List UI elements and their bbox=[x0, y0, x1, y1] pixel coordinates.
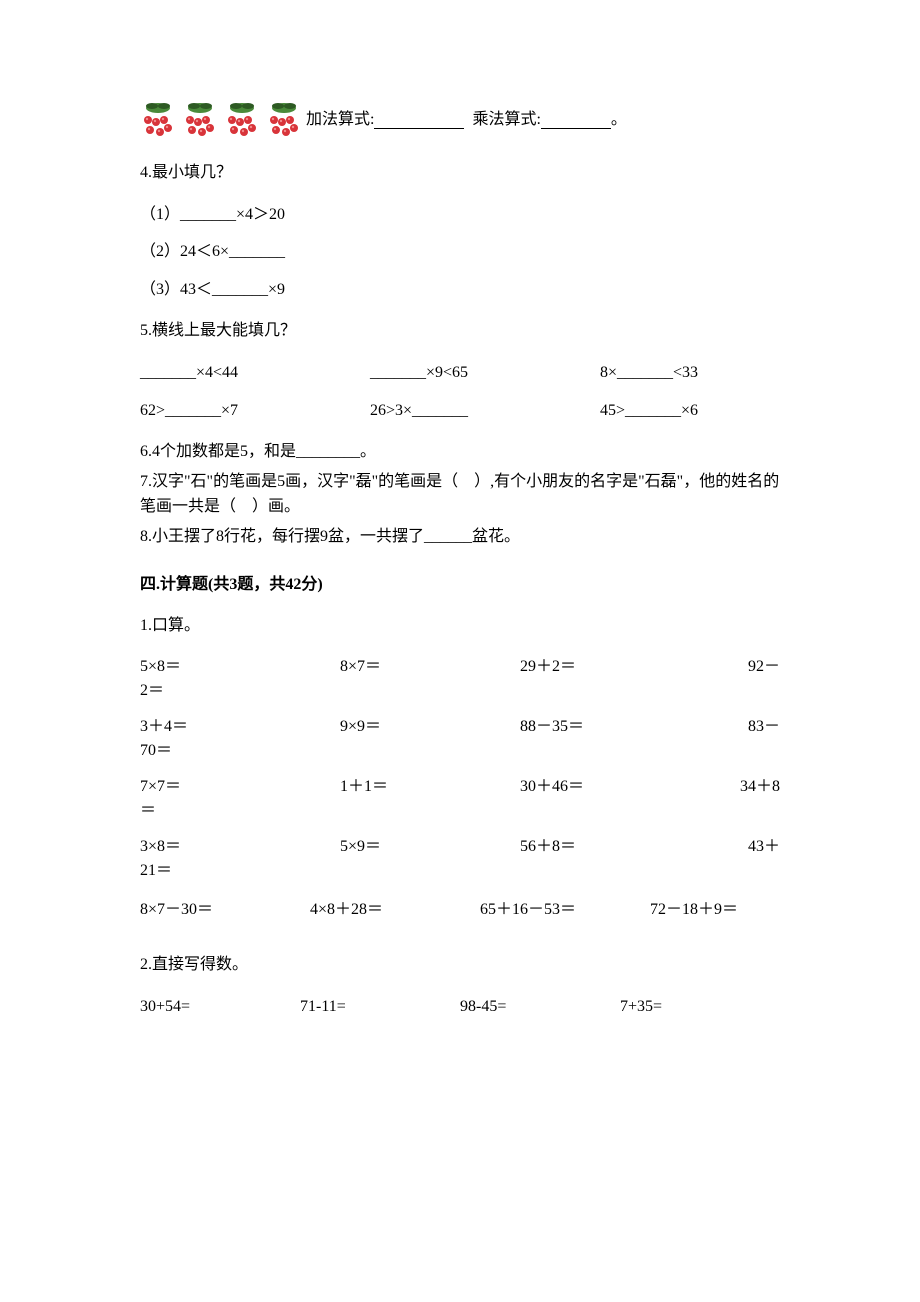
calc-cell: 3×8＝ bbox=[140, 835, 340, 859]
q5-row1: _______×4<44 _______×9<65 8×_______<33 bbox=[140, 360, 780, 386]
calc-cell: 92－ bbox=[700, 655, 780, 679]
calc-wrap: ＝ bbox=[140, 799, 780, 823]
q5-r1c1: _______×4<44 bbox=[140, 360, 370, 386]
calc-cell: 34＋8 bbox=[700, 775, 780, 799]
cherry-cluster-icon bbox=[140, 100, 176, 140]
calc-cell: 3＋4＝ bbox=[140, 715, 340, 739]
calc-cell: 30＋46＝ bbox=[520, 775, 700, 799]
calc-cell: 43＋ bbox=[700, 835, 780, 859]
s4-p2-row: 30+54= 71-11= 98-45= 7+35= bbox=[140, 994, 780, 1020]
calc-cell: 65＋16－53＝ bbox=[480, 897, 650, 923]
q3-period: 。 bbox=[611, 107, 627, 133]
calc-cell: 30+54= bbox=[140, 994, 300, 1020]
q5-r1c3: 8×_______<33 bbox=[600, 360, 780, 386]
calc-cell: 5×9＝ bbox=[340, 835, 520, 859]
calc-wrap: 70＝ bbox=[140, 739, 780, 763]
q4-item-3: （3）43＜_______×9 bbox=[140, 277, 780, 303]
q3-mul-blank bbox=[541, 112, 611, 129]
q5-title: 5.横线上最大能填几？ bbox=[140, 318, 780, 344]
calc-cell: 83－ bbox=[700, 715, 780, 739]
s4-p1-title: 1.口算。 bbox=[140, 613, 780, 639]
calc-wrap: 21＝ bbox=[140, 859, 780, 883]
s4-p1-rows: 5×8＝ 8×7＝ 29＋2＝ 92－ 2＝ 3＋4＝ 9×9＝ 88－35＝ … bbox=[140, 655, 780, 883]
q3-add-label: 加法算式: bbox=[306, 107, 374, 133]
calc-cell: 8×7＝ bbox=[340, 655, 520, 679]
calc-cell: 71-11= bbox=[300, 994, 460, 1020]
cherry-cluster-icon bbox=[224, 100, 260, 140]
q5-r2c3: 45>_______×6 bbox=[600, 398, 780, 424]
calc-wrap: 2＝ bbox=[140, 679, 780, 703]
cherry-cluster-icon bbox=[266, 100, 302, 140]
calc-cell: 1＋1＝ bbox=[340, 775, 520, 799]
calc-cell: 9×9＝ bbox=[340, 715, 520, 739]
q4-item-1: （1）_______×4＞20 bbox=[140, 202, 780, 228]
calc-row: 3＋4＝ 9×9＝ 88－35＝ 83－ 70＝ bbox=[140, 715, 780, 763]
calc-cell: 4×8＋28＝ bbox=[310, 897, 480, 923]
calc-row: 5×8＝ 8×7＝ 29＋2＝ 92－ 2＝ bbox=[140, 655, 780, 703]
q5-r2c2: 26>3×_______ bbox=[370, 398, 600, 424]
q3-mul-label: 乘法算式: bbox=[472, 107, 540, 133]
calc-cell: 56＋8＝ bbox=[520, 835, 700, 859]
calc-row: 7×7＝ 1＋1＝ 30＋46＝ 34＋8 ＝ bbox=[140, 775, 780, 823]
q4-title: 4.最小填几？ bbox=[140, 160, 780, 186]
s4-p1-lastrow: 8×7－30＝ 4×8＋28＝ 65＋16－53＝ 72－18＋9＝ bbox=[140, 897, 780, 923]
calc-row: 3×8＝ 5×9＝ 56＋8＝ 43＋ 21＝ bbox=[140, 835, 780, 883]
section4-title: 四.计算题(共3题，共42分) bbox=[140, 572, 780, 598]
calc-cell: 88－35＝ bbox=[520, 715, 700, 739]
calc-cell: 7+35= bbox=[620, 994, 780, 1020]
q6: 6.4个加数都是5，和是________。 bbox=[140, 439, 780, 465]
calc-cell: 7×7＝ bbox=[140, 775, 340, 799]
s4-p2-title: 2.直接写得数。 bbox=[140, 952, 780, 978]
calc-cell: 8×7－30＝ bbox=[140, 897, 310, 923]
q5-row2: 62>_______×7 26>3×_______ 45>_______×6 bbox=[140, 398, 780, 424]
q3-row: 加法算式: 乘法算式: 。 bbox=[140, 100, 780, 140]
cherry-groups bbox=[140, 100, 302, 140]
q8: 8.小王摆了8行花，每行摆9盆，一共摆了______盆花。 bbox=[140, 524, 780, 550]
cherry-cluster-icon bbox=[182, 100, 218, 140]
q7: 7.汉字"石"的笔画是5画，汉字"磊"的笔画是（ ）,有个小朋友的名字是"石磊"… bbox=[140, 469, 780, 520]
calc-cell: 5×8＝ bbox=[140, 655, 340, 679]
q4-item-2: （2）24＜6×_______ bbox=[140, 239, 780, 265]
calc-cell: 29＋2＝ bbox=[520, 655, 700, 679]
q3-add-blank bbox=[374, 112, 464, 129]
worksheet-page: 加法算式: 乘法算式: 。 4.最小填几？ （1）_______×4＞20 （2… bbox=[0, 0, 920, 1094]
q5-r1c2: _______×9<65 bbox=[370, 360, 600, 386]
q5-r2c1: 62>_______×7 bbox=[140, 398, 370, 424]
calc-cell: 72－18＋9＝ bbox=[650, 897, 780, 923]
calc-cell: 98-45= bbox=[460, 994, 620, 1020]
